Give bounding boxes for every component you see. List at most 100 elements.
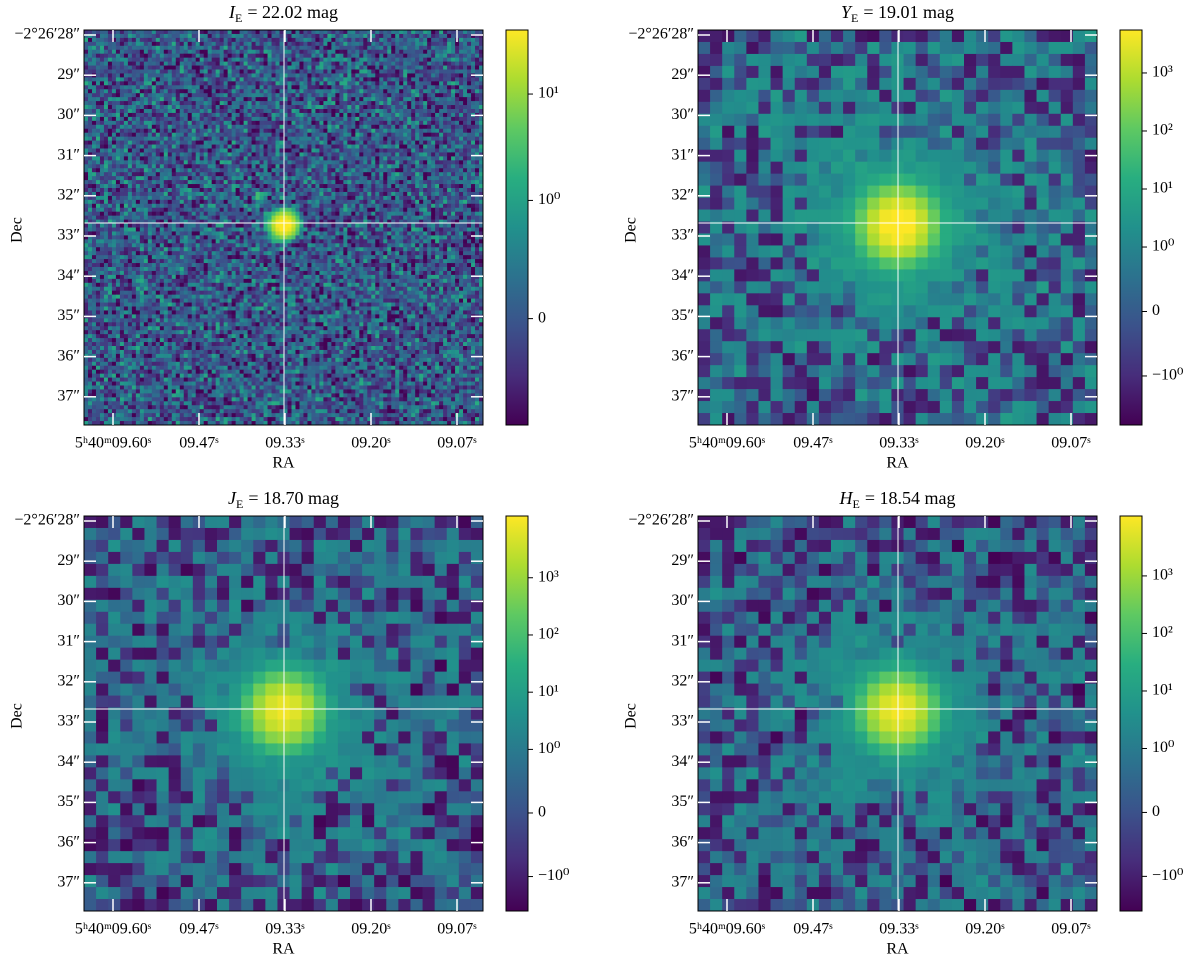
pixel: [256, 66, 260, 70]
pixel: [415, 89, 419, 93]
pixel: [319, 46, 323, 50]
pixel: [188, 204, 192, 208]
pixel: [347, 141, 351, 145]
pixel: [459, 42, 463, 46]
pixel: [319, 85, 323, 89]
pixel: [220, 105, 224, 109]
pixel: [299, 77, 303, 81]
pixel: [144, 152, 148, 156]
pixel: [395, 192, 399, 196]
pixel: [407, 97, 411, 101]
pixel: [148, 105, 152, 109]
pixel: [240, 133, 244, 137]
pixel: [339, 109, 343, 113]
pixel: [280, 156, 284, 160]
pixel: [351, 62, 355, 66]
pixel: [291, 38, 295, 42]
pixel: [411, 54, 415, 58]
pixel: [88, 168, 92, 172]
pixel: [280, 149, 284, 153]
pixel: [140, 164, 144, 168]
pixel: [403, 62, 407, 66]
pixel: [172, 73, 176, 77]
pixel: [224, 46, 228, 50]
pixel: [331, 168, 335, 172]
pixel: [355, 93, 359, 97]
pixel: [148, 129, 152, 133]
pixel: [303, 180, 307, 184]
pixel: [244, 208, 248, 212]
pixel: [192, 42, 196, 46]
pixel: [343, 66, 347, 70]
pixel: [208, 97, 212, 101]
pixel: [264, 105, 268, 109]
pixel: [335, 137, 339, 141]
pixel: [92, 46, 96, 50]
pixel: [387, 149, 391, 153]
pixel: [299, 160, 303, 164]
pixel: [168, 113, 172, 117]
pixel: [172, 160, 176, 164]
pixel: [359, 77, 363, 81]
pixel: [192, 133, 196, 137]
pixel: [100, 141, 104, 145]
pixel: [295, 129, 299, 133]
pixel: [455, 81, 459, 85]
pixel: [395, 180, 399, 184]
pixel: [264, 121, 268, 125]
pixel: [299, 180, 303, 184]
pixel: [315, 89, 319, 93]
pixel: [331, 50, 335, 54]
pixel: [136, 89, 140, 93]
pixel: [407, 204, 411, 208]
pixel: [100, 208, 104, 212]
pixel: [152, 81, 156, 85]
pixel: [335, 133, 339, 137]
pixel: [236, 42, 240, 46]
pixel: [303, 73, 307, 77]
pixel: [96, 188, 100, 192]
pixel: [295, 42, 299, 46]
pixel: [92, 184, 96, 188]
pixel: [403, 137, 407, 141]
pixel: [100, 46, 104, 50]
pixel: [463, 137, 467, 141]
pixel: [152, 117, 156, 121]
pixel: [204, 200, 208, 204]
pixel: [435, 46, 439, 50]
pixel: [192, 101, 196, 105]
pixel: [323, 200, 327, 204]
pixel: [164, 224, 168, 228]
pixel: [192, 176, 196, 180]
pixel: [248, 176, 252, 180]
pixel: [268, 149, 272, 153]
pixel: [148, 172, 152, 176]
pixel: [439, 145, 443, 149]
pixel: [423, 105, 427, 109]
pixel: [415, 152, 419, 156]
pixel: [367, 105, 371, 109]
pixel: [244, 145, 248, 149]
pixel: [323, 66, 327, 70]
pixel: [407, 200, 411, 204]
pixel: [188, 97, 192, 101]
pixel: [367, 46, 371, 50]
pixel: [307, 133, 311, 137]
pixel: [335, 121, 339, 125]
pixel: [268, 184, 272, 188]
pixel: [100, 180, 104, 184]
pixel: [108, 73, 112, 77]
pixel: [363, 121, 367, 125]
pixel: [204, 160, 208, 164]
pixel: [192, 81, 196, 85]
pixel: [387, 172, 391, 176]
pixel: [355, 42, 359, 46]
pixel: [176, 125, 180, 129]
pixel: [164, 54, 168, 58]
pixel: [383, 50, 387, 54]
pixel: [303, 176, 307, 180]
pixel: [287, 145, 291, 149]
pixel: [244, 224, 248, 228]
pixel: [244, 172, 248, 176]
pixel: [224, 42, 228, 46]
